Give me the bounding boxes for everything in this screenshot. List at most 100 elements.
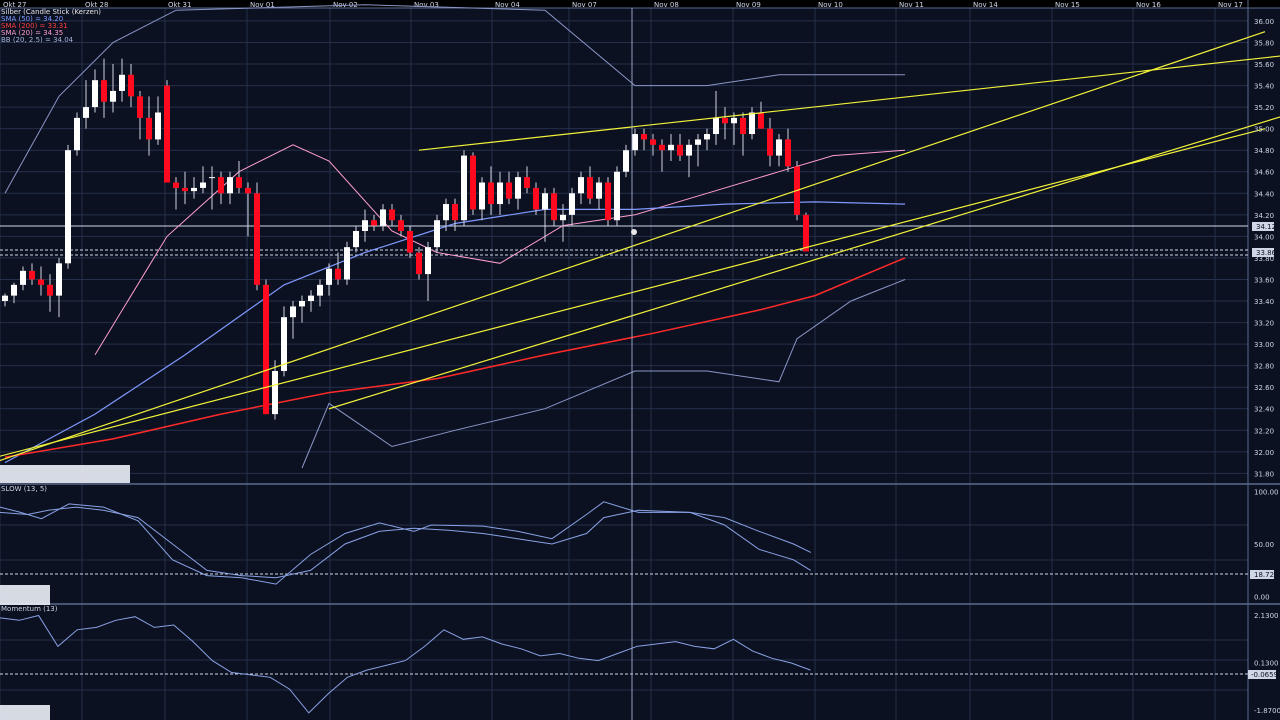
trendlines[interactable] bbox=[0, 31, 1280, 468]
trendline[interactable] bbox=[328, 80, 1280, 410]
x-axis-labels: Okt 27 Okt 28 Okt 31 Nov 01 Nov 02 Nov 03 Nov … bbox=[3, 1, 1243, 9]
price-y-tick: 35.60 bbox=[1254, 61, 1274, 69]
candle bbox=[236, 160, 242, 194]
candle bbox=[65, 144, 71, 269]
candle bbox=[506, 171, 512, 205]
x-tick-label: Nov 07 bbox=[572, 1, 597, 9]
trendline[interactable] bbox=[0, 128, 1266, 458]
x-tick-label: Okt 31 bbox=[168, 1, 191, 9]
candle bbox=[74, 112, 80, 156]
candle bbox=[515, 171, 521, 210]
legend-sma20: SMA (20) = 34.35 bbox=[1, 29, 63, 37]
price-y-tick: 32.60 bbox=[1254, 384, 1274, 392]
stochastic-tag: 18.72 bbox=[1250, 570, 1274, 579]
legend-sma50: SMA (50) = 34.20 bbox=[1, 15, 63, 23]
candle bbox=[776, 134, 782, 167]
candle bbox=[578, 171, 584, 205]
candle bbox=[641, 128, 647, 151]
stochastic-info-box bbox=[0, 585, 50, 605]
candle bbox=[344, 241, 350, 285]
trendline[interactable] bbox=[418, 48, 1280, 151]
x-tick-label: Nov 04 bbox=[495, 1, 520, 9]
candle bbox=[83, 80, 89, 129]
svg-text:34.12: 34.12 bbox=[1256, 223, 1276, 231]
svg-text:33.86: 33.86 bbox=[1256, 249, 1277, 257]
stochastic-panel[interactable]: 100.00 50.00 0.00 bbox=[0, 488, 1279, 602]
candlesticks bbox=[2, 58, 809, 420]
candle bbox=[335, 252, 341, 285]
candle bbox=[11, 282, 17, 304]
price-y-tick: 34.20 bbox=[1254, 212, 1274, 220]
candle bbox=[695, 134, 701, 167]
price-y-tick: 33.60 bbox=[1254, 276, 1274, 284]
x-tick-label: Nov 11 bbox=[899, 1, 924, 9]
momentum-label: Momentum (13) bbox=[1, 605, 58, 613]
momentum-line bbox=[0, 614, 811, 714]
candle bbox=[632, 128, 638, 156]
x-tick-label: Okt 27 bbox=[3, 1, 26, 9]
price-tag-primary: 34.12 bbox=[1252, 222, 1276, 231]
candle bbox=[2, 293, 8, 307]
candle bbox=[731, 112, 737, 145]
svg-text:-0.0659: -0.0659 bbox=[1251, 671, 1278, 679]
bollinger-upper-band bbox=[4, 4, 905, 194]
candle bbox=[659, 139, 665, 172]
price-panel[interactable]: 36.00 35.80 35.60 35.40 35.20 35.00 34.80 34.60… bbox=[0, 4, 1280, 479]
price-y-tick: 32.20 bbox=[1254, 427, 1274, 435]
crosshair-marker bbox=[631, 229, 637, 235]
price-y-tick: 31.80 bbox=[1254, 470, 1274, 478]
candle bbox=[596, 177, 602, 210]
price-y-tick: 32.40 bbox=[1254, 406, 1274, 414]
candle bbox=[758, 101, 764, 129]
price-info-box bbox=[0, 465, 130, 483]
price-y-tick: 34.60 bbox=[1254, 169, 1274, 177]
candle bbox=[146, 96, 152, 156]
price-y-tick: 36.00 bbox=[1254, 18, 1274, 26]
price-y-tick: 34.00 bbox=[1254, 233, 1274, 241]
candle bbox=[623, 144, 629, 178]
price-y-tick: 35.80 bbox=[1254, 39, 1274, 47]
candle bbox=[371, 214, 377, 231]
momentum-tag: -0.0659 bbox=[1248, 670, 1278, 679]
candle bbox=[767, 117, 773, 167]
price-y-tick: 35.00 bbox=[1254, 126, 1274, 134]
candle bbox=[38, 266, 44, 296]
candle bbox=[488, 166, 494, 215]
candle bbox=[227, 171, 233, 205]
stochastic-y-tick: 0.00 bbox=[1254, 594, 1270, 602]
candle bbox=[290, 301, 296, 339]
x-tick-label: Nov 17 bbox=[1218, 1, 1243, 9]
candle bbox=[119, 58, 125, 102]
candle bbox=[137, 90, 143, 140]
momentum-y-tick: -1.8700 bbox=[1254, 707, 1280, 715]
candle bbox=[425, 241, 431, 302]
candle bbox=[704, 128, 710, 151]
legend-bb: BB (20, 2.5) = 34.04 bbox=[1, 36, 74, 44]
x-tick-label: Nov 14 bbox=[973, 1, 998, 9]
candle bbox=[110, 64, 116, 113]
momentum-y-tick: 2.1300 bbox=[1254, 612, 1279, 620]
candle bbox=[362, 209, 368, 242]
momentum-info-box bbox=[0, 705, 50, 720]
trendline[interactable] bbox=[0, 31, 1266, 468]
x-tick-label: Nov 01 bbox=[250, 1, 275, 9]
momentum-panel[interactable]: 2.1300 0.1300 -1.8700 bbox=[0, 612, 1280, 715]
candle bbox=[182, 171, 188, 205]
legend-sma200: SMA (200) = 33.31 bbox=[1, 22, 68, 30]
x-tick-label: Nov 10 bbox=[818, 1, 843, 9]
candle bbox=[389, 204, 395, 226]
x-tick-label: Okt 28 bbox=[85, 1, 108, 9]
candle bbox=[56, 257, 62, 318]
x-tick-label: Nov 09 bbox=[736, 1, 761, 9]
candle bbox=[128, 64, 134, 108]
candle bbox=[47, 274, 53, 312]
candle bbox=[173, 177, 179, 210]
x-tick-label: Nov 08 bbox=[654, 1, 679, 9]
candle bbox=[452, 198, 458, 231]
candle bbox=[272, 360, 278, 420]
price-y-tick: 33.00 bbox=[1254, 341, 1274, 349]
stochastic-label: SLOW (13, 5) bbox=[1, 485, 47, 493]
x-tick-label: Nov 16 bbox=[1136, 1, 1161, 9]
